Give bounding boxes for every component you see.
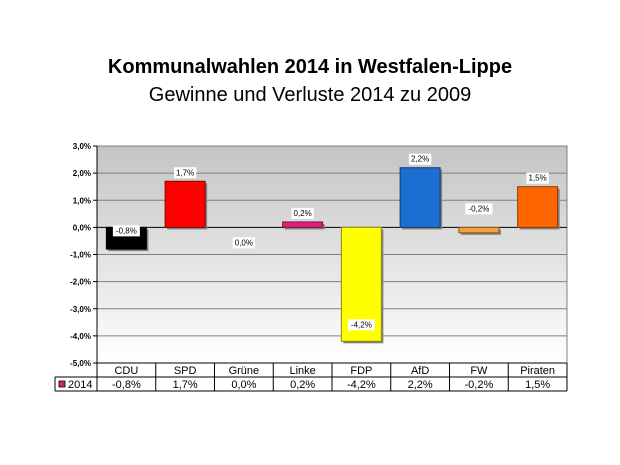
table-value: 0,2% — [290, 379, 315, 391]
data-label: 2,2% — [411, 155, 429, 164]
y-axis: -5,0% -4,0% -3,0% -2,0% -1,0% 0,0% 1,0% 2,0% 3,0… — [70, 142, 98, 368]
y-tick-label: 1,0% — [73, 196, 91, 205]
bar-afd — [399, 167, 441, 228]
bar-linke — [282, 221, 324, 228]
category-label: FDP — [350, 365, 372, 377]
data-label-bg — [408, 153, 432, 165]
bar-piraten — [517, 186, 559, 228]
category-label: CDU — [114, 365, 138, 377]
y-tick-label: -5,0% — [70, 359, 91, 368]
data-label: -0,2% — [468, 204, 489, 213]
table-value: 0,0% — [231, 379, 256, 391]
data-label-bg — [232, 237, 256, 249]
data-labels: -0,8% 1,7% 0,0% 0,2% -4,2% 2,2% -0,2% 1,5% — [112, 153, 549, 331]
data-label-bg — [465, 203, 493, 215]
category-label: AfD — [411, 365, 429, 377]
table-value: -4,2% — [347, 379, 376, 391]
bar-fw — [458, 226, 500, 234]
chart-subtitle: Gewinne und Verluste 2014 zu 2009 — [148, 84, 472, 106]
category-label: Linke — [289, 365, 315, 377]
y-tick-label: -2,0% — [70, 278, 91, 287]
data-label-bg — [291, 207, 314, 219]
data-label: -4,2% — [351, 320, 372, 329]
data-label-bg — [112, 225, 140, 237]
data-table: CDU -0,8% SPD 1,7% Grüne 0,0% Linke 0,2% FDP -4,2… — [54, 362, 568, 392]
category-label: SPD — [174, 365, 197, 377]
data-label-bg — [173, 167, 197, 179]
data-label: 0,2% — [294, 209, 312, 218]
data-label: 1,5% — [529, 174, 547, 183]
category-label: FW — [470, 365, 488, 377]
y-tick-label: -3,0% — [70, 305, 91, 314]
data-label-bg — [347, 319, 375, 331]
table-value: 1,7% — [173, 379, 198, 391]
y-tick-label: 3,0% — [73, 142, 91, 151]
category-label: Grüne — [229, 365, 260, 377]
table-value: 1,5% — [525, 379, 550, 391]
table-value: 2,2% — [408, 379, 433, 391]
category-label: Piraten — [520, 365, 555, 377]
bar-spd — [164, 180, 206, 228]
table-value: -0,2% — [465, 379, 494, 391]
y-tick-label: 0,0% — [73, 223, 91, 232]
y-tick-label: -4,0% — [70, 332, 91, 341]
data-label-bg — [526, 172, 549, 184]
y-tick-label: -1,0% — [70, 251, 91, 260]
y-tick-label: 2,0% — [73, 169, 91, 178]
data-label: 0,0% — [235, 238, 253, 247]
table-value: -0,8% — [112, 379, 141, 391]
chart-title: Kommunalwahlen 2014 in Westfalen-Lippe — [107, 56, 513, 78]
data-label: -0,8% — [116, 226, 137, 235]
legend-series-name: 2014 — [68, 379, 92, 391]
data-label: 1,7% — [176, 168, 194, 177]
legend-key — [58, 380, 66, 388]
